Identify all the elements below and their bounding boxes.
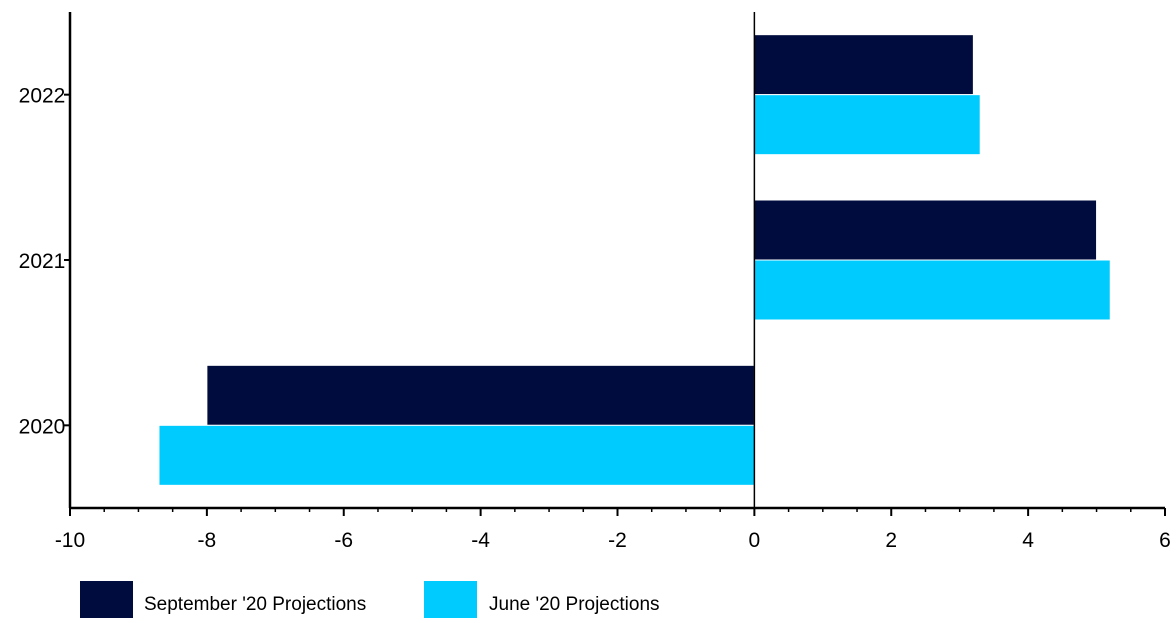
legend-swatch-1: [424, 581, 477, 618]
bar-2022-series-0: [753, 34, 974, 96]
x-tick-label--8: -8: [198, 529, 217, 552]
bar-2021-series-0: [753, 199, 1098, 261]
y-tick-label-2021: 2021: [19, 250, 66, 273]
x-tick-label-2: 2: [885, 529, 897, 552]
y-tick-label-2020: 2020: [19, 415, 66, 438]
bar-2020-series-1: [158, 424, 755, 486]
x-tick-label-4: 4: [1022, 529, 1034, 552]
x-tick-label--4: -4: [471, 529, 490, 552]
x-tick-label--6: -6: [334, 529, 353, 552]
legend-swatch-0: [80, 581, 133, 618]
bar-2020-series-0: [206, 364, 755, 426]
legend-label-1: June '20 Projections: [489, 594, 660, 615]
legend-label-0: September '20 Projections: [144, 594, 366, 615]
bar-2022-series-1: [753, 94, 981, 156]
bars-layer: [158, 34, 1111, 486]
axes-layer: 2022 2021 2020 -10 -8 -6 -4 -2 0 2 4 6: [19, 12, 1171, 552]
bar-2021-series-1: [753, 259, 1111, 321]
y-tick-label-2022: 2022: [19, 85, 66, 108]
x-tick-label-6: 6: [1159, 529, 1171, 552]
x-tick-label--10: -10: [55, 529, 85, 552]
x-tick-label-0: 0: [749, 529, 761, 552]
legend: September '20 Projections June '20 Projec…: [80, 581, 660, 618]
x-tick-label--2: -2: [608, 529, 627, 552]
